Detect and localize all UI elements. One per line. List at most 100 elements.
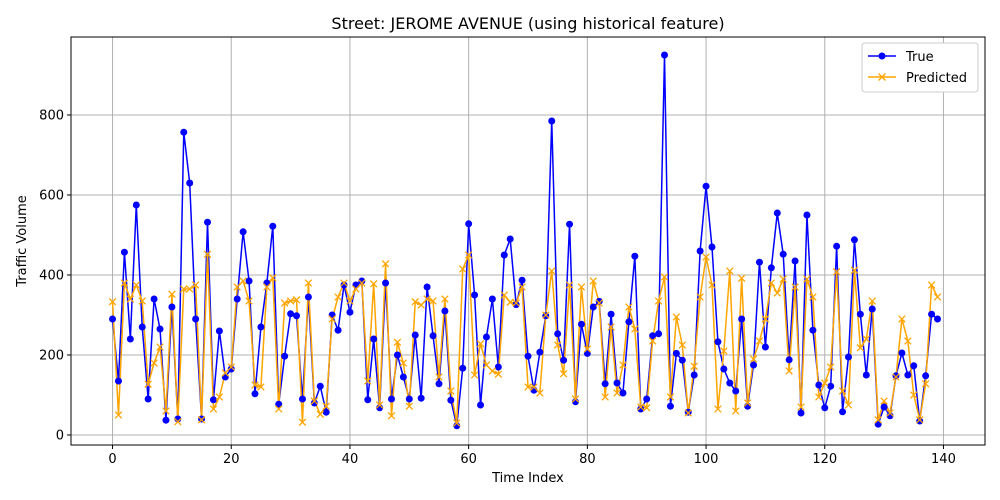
data-point-predicted	[749, 355, 758, 363]
data-point-true	[672, 349, 680, 357]
data-point-predicted	[927, 281, 936, 289]
data-point-true	[844, 353, 852, 361]
data-point-true	[910, 362, 918, 370]
data-point-predicted	[856, 344, 865, 352]
data-point-true	[601, 380, 609, 388]
data-point-predicted	[714, 405, 722, 413]
data-point-true	[215, 327, 223, 335]
data-point-predicted	[108, 298, 117, 306]
data-point-true	[649, 332, 657, 340]
data-point-predicted	[933, 293, 942, 301]
data-point-predicted	[886, 409, 894, 417]
x-tick-label: 100	[694, 452, 719, 467]
data-point-predicted	[791, 283, 799, 291]
data-point-predicted	[506, 298, 514, 306]
data-point-true	[755, 258, 763, 266]
data-point-true	[150, 295, 158, 303]
data-point-true	[577, 320, 585, 328]
data-point-true	[251, 390, 259, 398]
data-point-true	[595, 297, 603, 305]
y-axis-label: Traffic Volume	[15, 195, 30, 288]
data-point-predicted	[571, 395, 580, 403]
data-point-true	[821, 404, 829, 412]
data-point-true	[518, 276, 526, 284]
data-point-true	[767, 264, 775, 272]
data-point-true	[916, 417, 924, 425]
series-markers	[108, 51, 942, 430]
data-point-true	[661, 51, 669, 59]
data-point-predicted	[921, 380, 930, 388]
legend-predicted-label: Predicted	[906, 71, 967, 86]
data-point-true	[566, 220, 574, 228]
data-point-true	[281, 352, 289, 360]
data-point-true	[839, 408, 847, 416]
data-point-true	[862, 371, 870, 379]
data-point-true	[589, 303, 597, 311]
data-point-predicted	[185, 285, 194, 293]
data-point-predicted	[488, 367, 497, 375]
data-point-true	[548, 117, 556, 125]
data-point-true	[928, 310, 936, 318]
data-point-predicted	[274, 405, 283, 413]
data-point-predicted	[619, 361, 627, 369]
data-point-true	[666, 402, 674, 410]
data-point-predicted	[203, 250, 212, 258]
data-point-predicted	[174, 418, 182, 426]
data-point-predicted	[399, 359, 408, 367]
data-point-predicted	[767, 279, 776, 287]
chart-title: Street: JEROME AVENUE (using historical …	[331, 14, 724, 33]
data-point-true	[803, 211, 811, 219]
data-point-predicted	[334, 293, 342, 301]
legend-true-label: True	[905, 50, 934, 65]
data-point-true	[690, 371, 698, 379]
data-point-predicted	[209, 405, 218, 413]
data-point-predicted	[304, 279, 313, 287]
data-point-predicted	[280, 299, 289, 307]
data-point-true	[156, 325, 164, 333]
data-point-predicted	[138, 297, 146, 305]
data-point-predicted	[441, 295, 449, 303]
data-point-predicted	[797, 403, 805, 411]
data-point-predicted	[536, 389, 544, 397]
data-point-true	[678, 356, 686, 364]
data-point-predicted	[132, 281, 141, 289]
data-point-true	[471, 291, 479, 299]
data-point-true	[868, 305, 876, 313]
data-point-true	[138, 323, 146, 331]
data-point-predicted	[358, 279, 366, 287]
x-tick-label: 40	[342, 452, 359, 467]
data-point-predicted	[731, 407, 740, 415]
data-point-true	[405, 395, 413, 403]
data-point-predicted	[429, 297, 437, 305]
data-point-predicted	[298, 418, 307, 426]
data-point-predicted	[227, 363, 236, 371]
data-point-true	[631, 252, 639, 260]
data-point-predicted	[512, 299, 520, 307]
data-point-true	[714, 338, 722, 346]
data-point-predicted	[316, 410, 325, 418]
data-point-predicted	[755, 337, 764, 345]
data-point-true	[209, 396, 217, 404]
data-point-true	[239, 228, 247, 236]
data-point-true	[922, 372, 930, 380]
data-point-true	[109, 315, 117, 323]
data-point-predicted	[577, 283, 586, 291]
data-point-true	[488, 295, 496, 303]
y-axis: 0 200 400 600 800	[39, 109, 71, 444]
data-point-predicted	[910, 391, 918, 399]
data-point-true	[227, 365, 235, 373]
data-point-true	[512, 301, 520, 309]
data-point-predicted	[269, 274, 277, 282]
data-point-predicted	[553, 341, 562, 349]
data-point-predicted	[346, 297, 354, 305]
legend-predicted-marker	[878, 73, 886, 81]
data-point-true	[340, 281, 348, 289]
data-point-predicted	[245, 297, 253, 305]
data-point-true	[560, 356, 568, 364]
data-point-true	[269, 222, 277, 230]
data-point-true	[856, 310, 864, 318]
data-point-predicted	[114, 411, 123, 419]
data-point-predicted	[150, 359, 158, 367]
legend: True Predicted	[861, 42, 979, 93]
